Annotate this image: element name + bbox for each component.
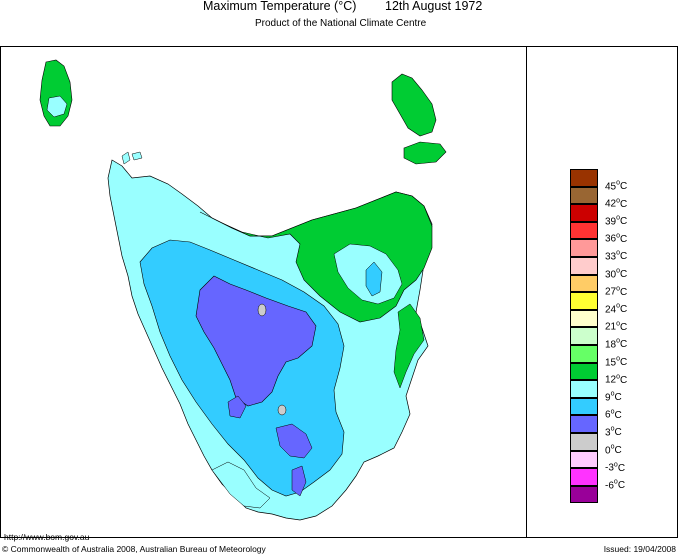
legend-label: 24oC	[605, 302, 628, 316]
legend-swatch	[570, 397, 598, 416]
issued-date: Issued: 19/04/2008	[603, 544, 676, 554]
east-coast-green	[393, 303, 425, 389]
nw-island-2	[131, 151, 143, 161]
legend-swatch	[570, 221, 598, 240]
legend-label: 21oC	[605, 320, 628, 333]
legend-swatch	[570, 186, 598, 205]
cradle-peak	[257, 303, 267, 317]
legend-swatch	[570, 257, 598, 275]
copyright-notice: © Commonwealth of Australia 2008, Austra…	[2, 544, 266, 554]
legend-swatch	[570, 485, 598, 504]
legend-label: 30oC	[605, 267, 628, 280]
legend-swatch	[570, 274, 598, 293]
cape-barren-island	[403, 141, 447, 165]
legend-swatch	[570, 169, 598, 187]
map-title: Maximum Temperature (°C)	[203, 0, 357, 13]
legend-label: 0oC	[605, 443, 622, 456]
legend-label: 42oC	[605, 197, 628, 210]
map-header: Maximum Temperature (°C) 12th August 197…	[0, 0, 680, 40]
legend-swatch	[570, 450, 598, 469]
legend-swatch	[570, 380, 598, 398]
southwest-cold-patch	[275, 423, 313, 459]
legend-label: 9oC	[605, 390, 622, 404]
legend-label: 33oC	[605, 250, 628, 263]
legend-label: 36oC	[605, 232, 628, 245]
legend-label: 15oC	[605, 355, 628, 368]
legend-swatch	[570, 433, 598, 451]
legend-swatch	[570, 362, 598, 381]
highlands-cold-zone	[195, 275, 317, 407]
legend-swatch	[570, 345, 598, 363]
legend-label: 45oC	[605, 179, 628, 192]
south-coast-zone	[211, 461, 271, 509]
legend-divider	[526, 46, 527, 538]
legend-label: -6oC	[605, 478, 626, 492]
legend-label: 27oC	[605, 285, 628, 298]
flinders-island	[391, 73, 437, 137]
nw-island-1	[121, 151, 131, 165]
mt-field-peak	[277, 404, 287, 416]
legend-swatch	[570, 204, 598, 222]
legend-swatch	[570, 327, 598, 345]
legend-swatch	[570, 239, 598, 257]
legend-label: 12oC	[605, 373, 628, 386]
source-url: http://www.bom.gov.au	[4, 532, 90, 542]
west-cold-patch	[227, 395, 247, 419]
south-cold-patch	[291, 465, 307, 497]
tasmania-temperature-map	[39, 59, 447, 521]
legend-swatch	[570, 292, 598, 310]
legend-swatch	[570, 415, 598, 433]
map-frame	[0, 46, 678, 538]
map-date: 12th August 1972	[385, 0, 483, 13]
legend-label: 3oC	[605, 426, 622, 439]
king-island-cool-zone	[46, 95, 68, 118]
legend-label: -3oC	[605, 461, 626, 474]
legend-label: 18oC	[605, 338, 628, 351]
legend-label: 6oC	[605, 408, 622, 421]
map-subtitle: Product of the National Climate Centre	[255, 18, 427, 29]
legend-swatch	[570, 309, 598, 328]
legend-label: 39oC	[605, 214, 628, 228]
legend-swatch	[570, 468, 598, 486]
northeast-cold-spot	[365, 261, 383, 297]
